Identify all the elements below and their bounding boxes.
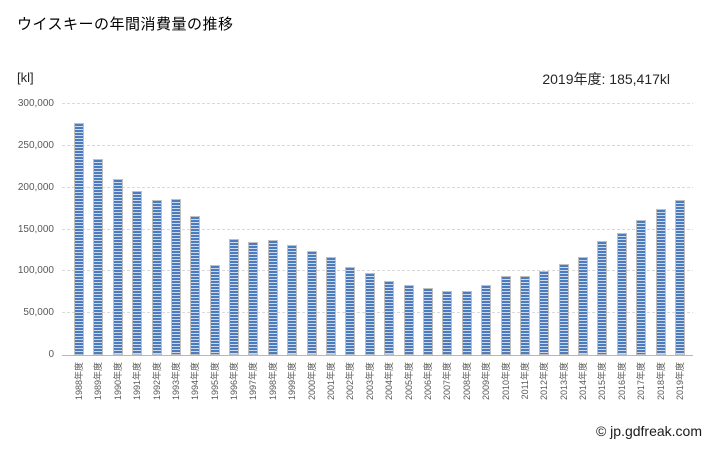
y-tick-label: 200,000 [17, 181, 54, 193]
x-tick-label: 1993年度 [170, 362, 181, 401]
x-tick-label: 2005年度 [403, 362, 414, 401]
bar-2012年度 [539, 271, 550, 355]
gridline [62, 103, 693, 104]
y-tick-label: 50,000 [23, 307, 54, 319]
bar-1990年度 [112, 179, 123, 355]
bar-2001年度 [326, 257, 337, 355]
y-tick-label: 150,000 [17, 223, 54, 235]
x-tick-label: 1995年度 [209, 362, 220, 401]
x-tick-label: 2003年度 [364, 362, 375, 401]
bar-1988年度 [74, 123, 84, 355]
x-tick-label: 2004年度 [384, 362, 395, 401]
bar-1998年度 [267, 240, 278, 355]
bar-1993年度 [170, 199, 181, 355]
x-tick-label: 2017年度 [636, 362, 647, 401]
bar-2015年度 [597, 241, 608, 355]
x-tick-label: 2019年度 [675, 362, 685, 401]
x-tick-label: 2012年度 [539, 362, 550, 401]
gridline [62, 228, 693, 230]
x-tick-label: 1990年度 [112, 362, 123, 401]
x-tick-label: 2010年度 [500, 362, 511, 401]
bar-2008年度 [461, 291, 472, 355]
bar-1997年度 [248, 242, 259, 355]
bar-2019年度 [675, 200, 685, 355]
bar-1996年度 [229, 239, 240, 355]
x-tick-label: 2018年度 [655, 362, 666, 401]
bar-1999年度 [287, 245, 298, 355]
y-tick-label: 0 [48, 349, 54, 360]
y-tick-label: 300,000 [17, 98, 54, 109]
y-tick-label: 250,000 [17, 139, 54, 151]
chart-title: ウイスキーの年間消費量の推移 [17, 16, 234, 33]
x-tick-label: 1991年度 [132, 362, 143, 401]
bar-2006年度 [422, 288, 433, 355]
bar-2004年度 [384, 281, 395, 355]
x-tick-label: 1996年度 [229, 362, 240, 401]
bar-2011年度 [519, 276, 530, 355]
bar-chart-plot-area [62, 103, 693, 356]
x-tick-label: 1999年度 [287, 362, 298, 401]
x-tick-label: 2002年度 [345, 362, 356, 401]
latest-value-annotation: 2019年度: 185,417kl [542, 71, 670, 87]
bar-2000年度 [306, 251, 317, 355]
x-tick-label: 2015年度 [597, 362, 608, 401]
bar-2005年度 [403, 285, 414, 355]
x-tick-label: 1994年度 [190, 362, 201, 401]
bar-1995年度 [209, 265, 220, 355]
x-tick-label: 1989年度 [93, 362, 104, 401]
bar-2003年度 [364, 273, 375, 355]
gridline [62, 270, 693, 272]
bar-2018年度 [655, 209, 666, 355]
bar-1991年度 [132, 191, 143, 355]
bar-2013年度 [558, 264, 569, 355]
x-tick-label: 2000年度 [306, 362, 317, 401]
bar-2010年度 [500, 276, 511, 355]
bar-2007年度 [442, 291, 453, 355]
bar-1992年度 [151, 200, 162, 355]
bar-2009年度 [481, 285, 492, 355]
x-tick-label: 2009年度 [481, 362, 492, 401]
x-tick-label: 1997年度 [248, 362, 259, 401]
gridline [62, 144, 693, 146]
x-tick-label: 1998年度 [267, 362, 278, 401]
x-tick-label: 2014年度 [578, 362, 589, 401]
watermark-credit: © jp.gdfreak.com [595, 423, 702, 439]
x-tick-label: 2011年度 [519, 362, 530, 400]
bar-2014年度 [578, 257, 589, 355]
x-tick-label: 2006年度 [422, 362, 433, 401]
x-tick-label: 1992年度 [151, 362, 162, 401]
x-tick-label: 1988年度 [74, 362, 84, 401]
gridline [62, 186, 693, 188]
x-tick-label: 2007年度 [442, 362, 453, 401]
bar-2017年度 [636, 220, 647, 355]
y-axis-unit-label: [kl] [17, 70, 34, 85]
x-tick-label: 2013年度 [558, 362, 569, 401]
x-tick-label: 2016年度 [616, 362, 627, 401]
bar-2002年度 [345, 267, 356, 355]
x-tick-label: 2008年度 [461, 362, 472, 401]
bar-2016年度 [616, 233, 627, 355]
bar-1989年度 [93, 159, 104, 355]
gridline [62, 312, 693, 314]
bar-1994年度 [190, 216, 201, 355]
y-tick-label: 100,000 [17, 265, 54, 277]
x-tick-label: 2001年度 [326, 362, 337, 401]
